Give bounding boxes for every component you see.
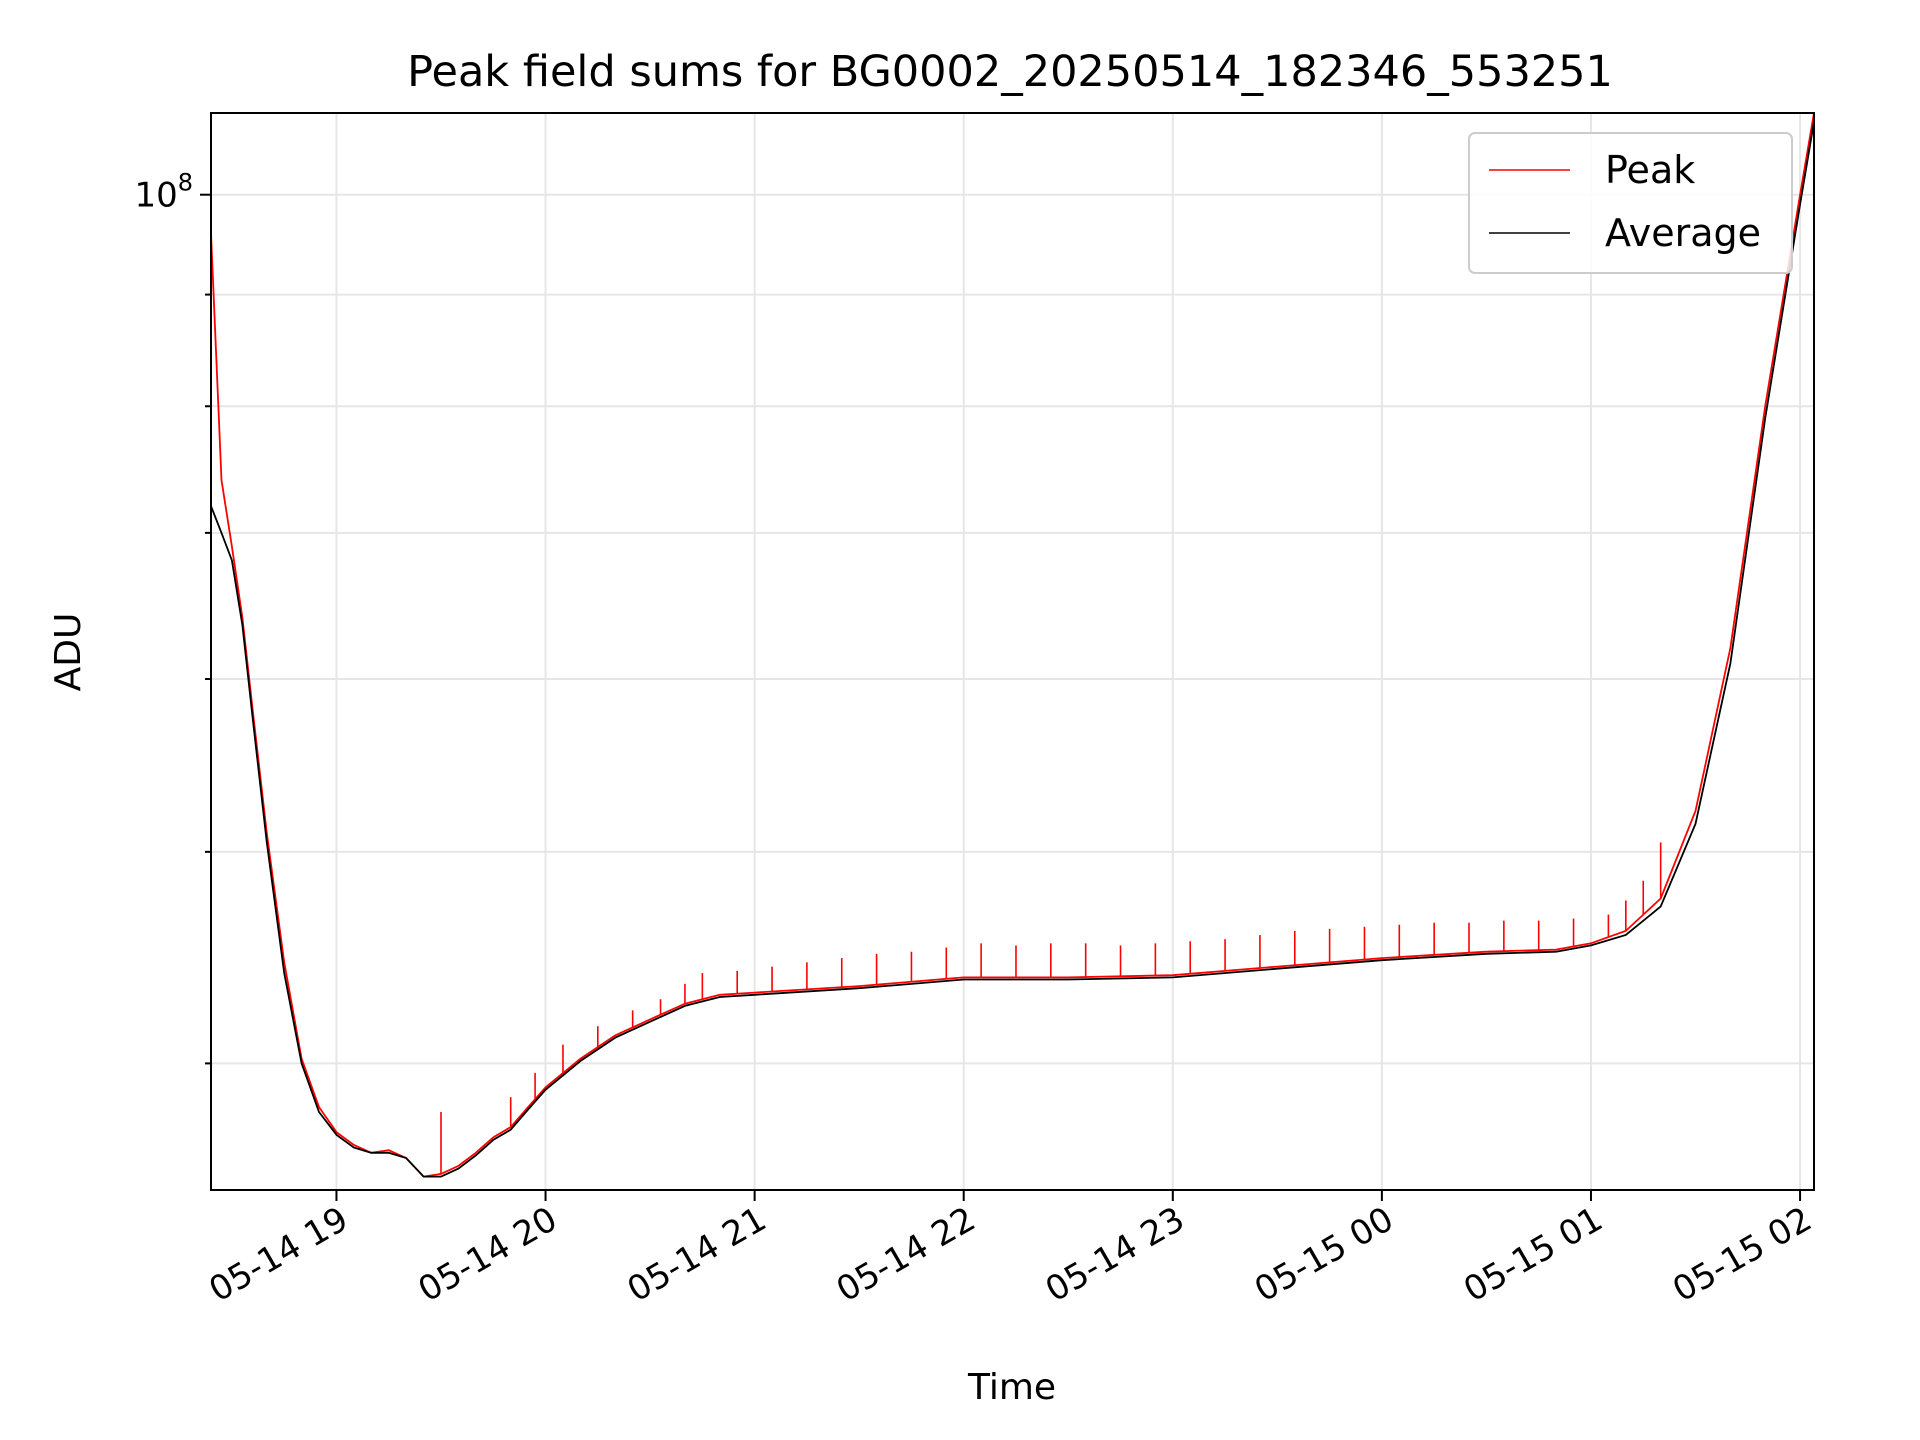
y-tick-label: 108 <box>134 169 193 216</box>
series-line-average <box>210 121 1815 1178</box>
plot-frame <box>210 112 1815 1191</box>
y-axis-label: ADU <box>48 613 89 692</box>
x-tick-label: 05-15 00 <box>1248 1199 1400 1310</box>
x-tick-label: 05-14 19 <box>203 1199 355 1310</box>
legend-box <box>1468 132 1793 274</box>
series-line-peak <box>210 112 1815 1178</box>
x-tick-label: 05-14 23 <box>1039 1199 1191 1310</box>
x-tick-label: 05-15 01 <box>1457 1199 1609 1310</box>
legend-label-average: Average <box>1605 211 1761 255</box>
x-axis-ticks: 05-14 19 05-14 20 05-14 21 05-14 22 05-14 23… <box>203 1190 1819 1310</box>
x-tick-label: 05-15 02 <box>1666 1199 1818 1310</box>
grid-lines <box>211 113 1814 1190</box>
x-axis-label: Time <box>967 1367 1056 1408</box>
x-tick-label: 05-14 22 <box>830 1199 982 1310</box>
x-tick-label: 05-14 21 <box>621 1199 773 1310</box>
plot-series <box>210 112 1815 1178</box>
x-tick-label: 05-14 20 <box>412 1199 564 1310</box>
legend: Peak Average <box>1468 132 1793 274</box>
y-axis-ticks: 108 <box>134 169 211 1065</box>
chart-title: Peak field sums for BG0002_20250514_1823… <box>407 47 1613 97</box>
legend-label-peak: Peak <box>1605 148 1695 192</box>
